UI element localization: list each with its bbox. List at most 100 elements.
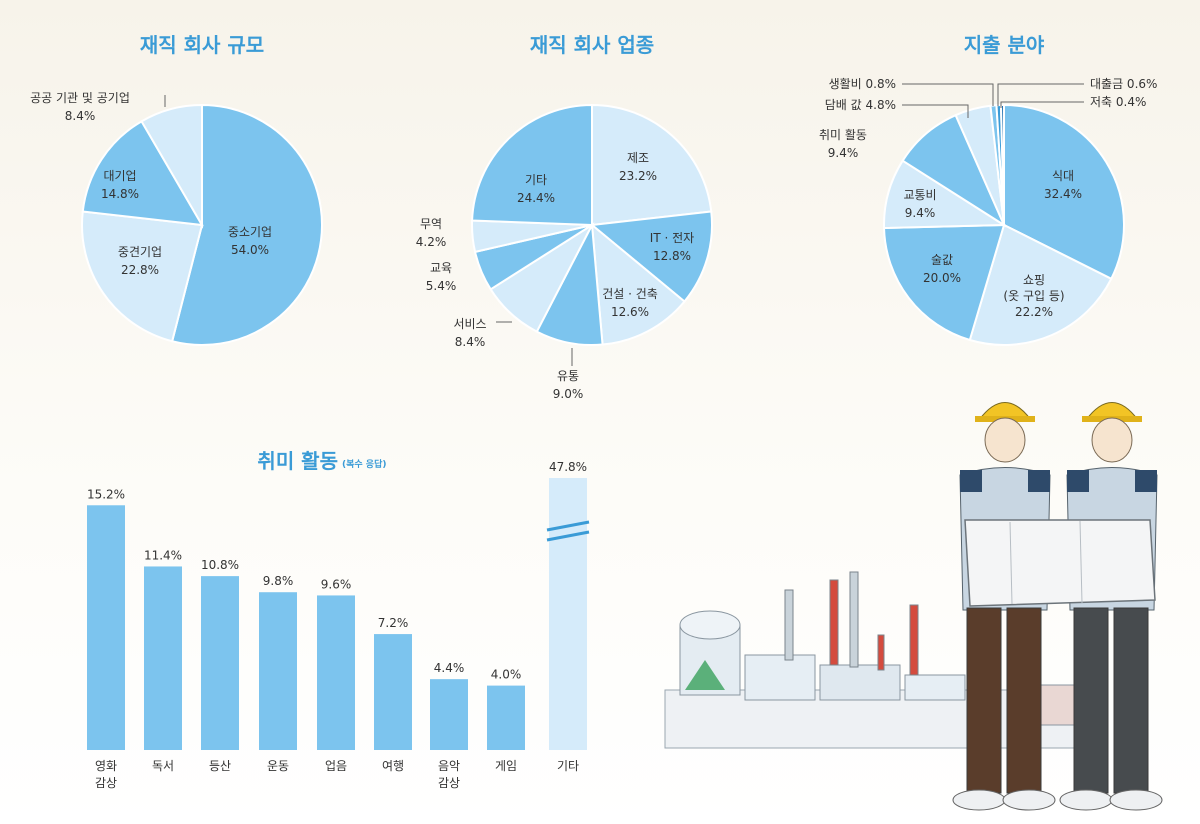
bar: [487, 685, 525, 750]
slice-value: 22.8%: [121, 263, 159, 277]
bar-category-label: 여행: [382, 758, 404, 773]
chimney: [784, 589, 794, 661]
leg: [1073, 607, 1109, 794]
slice-value: 12.8%: [653, 249, 691, 263]
axis-break-mark: [546, 520, 590, 532]
leader-line: [902, 83, 994, 106]
bar-category-label: 기타: [557, 759, 579, 773]
bar-value-label: 15.2%: [87, 487, 125, 501]
pie-slice: [81, 210, 204, 343]
leg: [1113, 607, 1149, 794]
slice-label: 서비스: [453, 317, 486, 331]
chimney: [909, 604, 919, 676]
slice-value: 9.0%: [553, 387, 584, 401]
head: [1091, 417, 1133, 463]
tree: [685, 660, 725, 690]
slice-value: 8.4%: [65, 109, 96, 123]
bar: [144, 566, 182, 750]
chimney: [849, 571, 859, 668]
slice-value: 9.4%: [905, 206, 936, 220]
bar-category-label: 감상: [438, 776, 460, 790]
chimney: [829, 579, 839, 666]
chimney: [877, 634, 885, 671]
pie-slice: [81, 119, 204, 227]
shoe: [1109, 789, 1163, 811]
bar-category-label: 음악: [438, 759, 460, 773]
worker-right: [1059, 402, 1163, 811]
bar-chart-title: 취미 활동: [257, 449, 338, 473]
slice-label: 대기업: [103, 169, 136, 183]
slice-label: 유통: [557, 369, 579, 383]
bar-value-label: 47.8%: [549, 460, 587, 474]
bar-category-label: 영화: [95, 759, 117, 773]
blueprint: [964, 519, 1156, 607]
blueprint-fold: [1009, 521, 1013, 605]
leader-line: [997, 83, 1084, 106]
storage-tank-top: [679, 610, 741, 640]
slice-value: 12.6%: [611, 305, 649, 319]
pie-slice: [883, 223, 1006, 342]
bar: [374, 634, 412, 750]
slice-label: IT · 전자: [650, 231, 694, 245]
axis-break-mark: [546, 530, 590, 542]
slice-label: 건설 · 건축: [602, 287, 658, 301]
bar-value-label: 9.6%: [321, 577, 352, 591]
leg: [1006, 607, 1042, 794]
leader-line: [1000, 101, 1084, 108]
slice-value: 22.2%: [1015, 305, 1053, 319]
bar: [201, 576, 239, 750]
slice-value: 14.8%: [101, 187, 139, 201]
slice-label: 공공 기관 및 공기업: [30, 91, 130, 105]
pie-slice: [170, 103, 323, 346]
slice-label-line2: (옷 구입 등): [1003, 289, 1064, 303]
slice-label: 대출금 0.6%: [1090, 77, 1157, 91]
pie-slice: [1003, 103, 1125, 281]
building: [904, 674, 966, 701]
slice-value: 54.0%: [231, 243, 269, 257]
bar-value-label: 4.4%: [434, 661, 465, 675]
bar-value-label: 10.8%: [201, 558, 239, 572]
bar-value-label: 7.2%: [378, 616, 409, 630]
slice-value: 9.4%: [828, 146, 859, 160]
slice-label: 담배 값 4.8%: [825, 98, 896, 112]
pie-slice: [968, 223, 1113, 346]
shoe: [1059, 789, 1113, 811]
shoulder-patch: [1028, 470, 1050, 492]
bar-value-label: 9.8%: [263, 574, 294, 588]
slice-value: 4.2%: [416, 235, 447, 249]
bar: [430, 679, 468, 750]
slice-label: 저축 0.4%: [1090, 95, 1146, 109]
slice-label: 취미 활동: [819, 128, 867, 142]
building: [744, 654, 816, 701]
pie-slice: [590, 222, 686, 346]
bar-category-label: 독서: [152, 759, 174, 773]
leader-line: [902, 104, 969, 118]
shoulder-patch: [1135, 470, 1157, 492]
head: [984, 417, 1026, 463]
slice-value: 32.4%: [1044, 187, 1082, 201]
shoe: [952, 789, 1006, 811]
worker-left: [952, 402, 1056, 811]
shoulder-patch: [1067, 470, 1089, 492]
building: [819, 664, 901, 701]
pie-slice: [140, 103, 203, 229]
slice-label: 식대: [1052, 169, 1074, 183]
slice-value: 5.4%: [426, 279, 457, 293]
slice-label: 교통비: [903, 188, 936, 202]
slice-label: 술값: [931, 253, 953, 267]
slice-value: 8.4%: [455, 335, 486, 349]
bar: [549, 478, 587, 750]
pie-slice: [589, 210, 713, 303]
slice-value: 23.2%: [619, 169, 657, 183]
workers-illustration: [664, 402, 1163, 811]
pie-chart-title: 지출 분야: [964, 33, 1045, 57]
slice-label: 기타: [525, 173, 547, 187]
slice-label: 무역: [420, 217, 442, 231]
shoulder-patch: [960, 470, 982, 492]
slice-label: 제조: [627, 151, 649, 165]
bar-category-label: 운동: [267, 759, 289, 773]
